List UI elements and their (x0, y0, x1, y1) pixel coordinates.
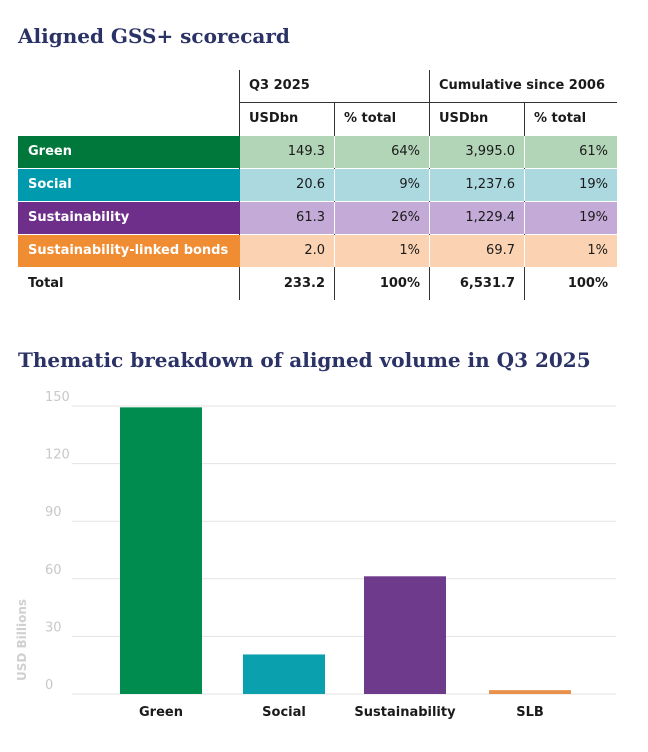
subheader-q3-usdbn: USDbn (249, 111, 299, 126)
y-tick-label: 90 (45, 505, 62, 520)
cell-separator (524, 169, 525, 201)
header-q3-2025: Q3 2025 (249, 78, 310, 93)
header-divider (240, 102, 617, 103)
cell-cum-usdbn: 6,531.7 (459, 276, 515, 291)
bar-sustainability (364, 576, 446, 694)
cell-q3-usdbn: 2.0 (240, 235, 334, 267)
subheader-cum-usdbn: USDbn (439, 111, 489, 126)
cell-cum-pct: 1% (525, 235, 617, 267)
cell-cum-usdbn: 1,237.6 (430, 169, 524, 201)
cell-cum-usdbn: 1,229.4 (430, 202, 524, 234)
cell-cum-pct: 100% (567, 276, 608, 291)
bar-chart: 0 30 60 90 120 150 Green Social Sustainability SL… (15, 390, 616, 720)
scorecard-table: Q3 2025 Cumulative since 2006 USDbn % to… (18, 70, 617, 300)
bar-slb (489, 690, 571, 694)
cell-separator (429, 169, 430, 201)
y-tick-label: 60 (45, 563, 62, 578)
x-tick-label: Sustainability (354, 705, 456, 720)
cell-separator (334, 169, 335, 201)
chart-title: Thematic breakdown of aligned volume in … (18, 348, 591, 372)
cell-separator (429, 202, 430, 234)
cell-cum-usdbn: 69.7 (430, 235, 524, 267)
x-tick-label: SLB (516, 705, 544, 720)
cell-separator (429, 235, 430, 267)
y-tick-label: 150 (45, 390, 70, 405)
cell-separator (334, 136, 335, 168)
y-tick-label: 0 (45, 678, 53, 693)
cell-q3-usdbn: 233.2 (283, 276, 325, 291)
subheader-cum-pct: % total (534, 111, 587, 126)
bar-green (120, 407, 202, 694)
row-label: Sustainability (18, 202, 240, 234)
x-tick-label: Social (262, 705, 306, 720)
cell-separator (524, 235, 525, 267)
x-tick-label: Green (139, 705, 183, 720)
cell-q3-usdbn: 20.6 (240, 169, 334, 201)
row-sustainability: Sustainability 61.3 26% 1,229.4 19% (18, 202, 617, 234)
cell-q3-usdbn: 149.3 (240, 136, 334, 168)
y-tick-label: 30 (45, 620, 62, 635)
cell-cum-pct: 19% (525, 169, 617, 201)
cell-q3-pct: 64% (335, 136, 429, 168)
cell-separator (524, 136, 525, 168)
row-sustainability-linked-bonds: Sustainability-linked bonds 2.0 1% 69.7 … (18, 235, 617, 267)
cell-q3-pct: 100% (379, 276, 420, 291)
bar-social (243, 654, 325, 694)
row-label: Green (18, 136, 240, 168)
y-axis-label: USD Billions (15, 599, 29, 681)
row-label: Sustainability-linked bonds (18, 235, 240, 267)
cell-cum-pct: 19% (525, 202, 617, 234)
cell-q3-pct: 9% (335, 169, 429, 201)
cell-separator (334, 235, 335, 267)
cell-separator (524, 202, 525, 234)
row-label: Total (28, 276, 64, 291)
cell-q3-pct: 1% (335, 235, 429, 267)
row-green: Green 149.3 64% 3,995.0 61% (18, 136, 617, 168)
cell-cum-pct: 61% (525, 136, 617, 168)
scorecard-title: Aligned GSS+ scorecard (18, 24, 290, 48)
cell-separator (429, 136, 430, 168)
subheader-q3-pct: % total (344, 111, 397, 126)
row-social: Social 20.6 9% 1,237.6 19% (18, 169, 617, 201)
row-label: Social (18, 169, 240, 201)
cell-cum-usdbn: 3,995.0 (430, 136, 524, 168)
cell-q3-usdbn: 61.3 (240, 202, 334, 234)
row-total: Total 233.2 100% 6,531.7 100% (18, 268, 617, 300)
cell-q3-pct: 26% (335, 202, 429, 234)
y-tick-label: 120 (45, 448, 70, 463)
cell-separator (334, 202, 335, 234)
divider-cum-pct (524, 103, 525, 300)
header-cumulative: Cumulative since 2006 (439, 78, 605, 93)
divider-q3-pct (334, 103, 335, 300)
